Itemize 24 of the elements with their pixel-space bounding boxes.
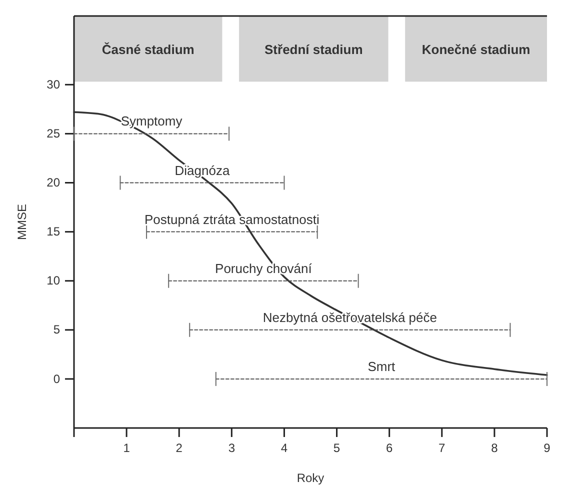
y-tick-label: 30 xyxy=(46,78,60,92)
x-tick-label: 6 xyxy=(386,441,393,455)
x-tick-label: 7 xyxy=(438,441,446,455)
band-label: Konečné stadium xyxy=(422,42,530,57)
y-tick-label: 20 xyxy=(46,176,60,190)
x-tick-label: 3 xyxy=(228,441,236,455)
x-axis-title: Roky xyxy=(296,471,324,485)
x-tick-label: 4 xyxy=(280,441,288,455)
band-label: Střední stadium xyxy=(264,42,363,57)
x-tick-label: 2 xyxy=(176,441,183,455)
y-tick-label: 15 xyxy=(46,224,60,239)
series-label: Symptomy xyxy=(120,114,183,129)
y-tick-label: 0 xyxy=(53,372,60,386)
y-tick-label: 5 xyxy=(53,322,60,337)
x-tick-label: 5 xyxy=(333,441,340,455)
series-label: Smrt xyxy=(368,358,396,374)
x-tick-label: 9 xyxy=(544,441,551,455)
y-tick-label: 25 xyxy=(46,126,60,141)
x-tick-label: 8 xyxy=(491,441,498,455)
band-label: Časné stadium xyxy=(102,42,194,57)
y-axis-title: MMSE xyxy=(15,204,29,240)
y-tick-label: 10 xyxy=(46,274,60,288)
line-series xyxy=(73,111,548,376)
x-tick-label: 1 xyxy=(123,441,130,455)
